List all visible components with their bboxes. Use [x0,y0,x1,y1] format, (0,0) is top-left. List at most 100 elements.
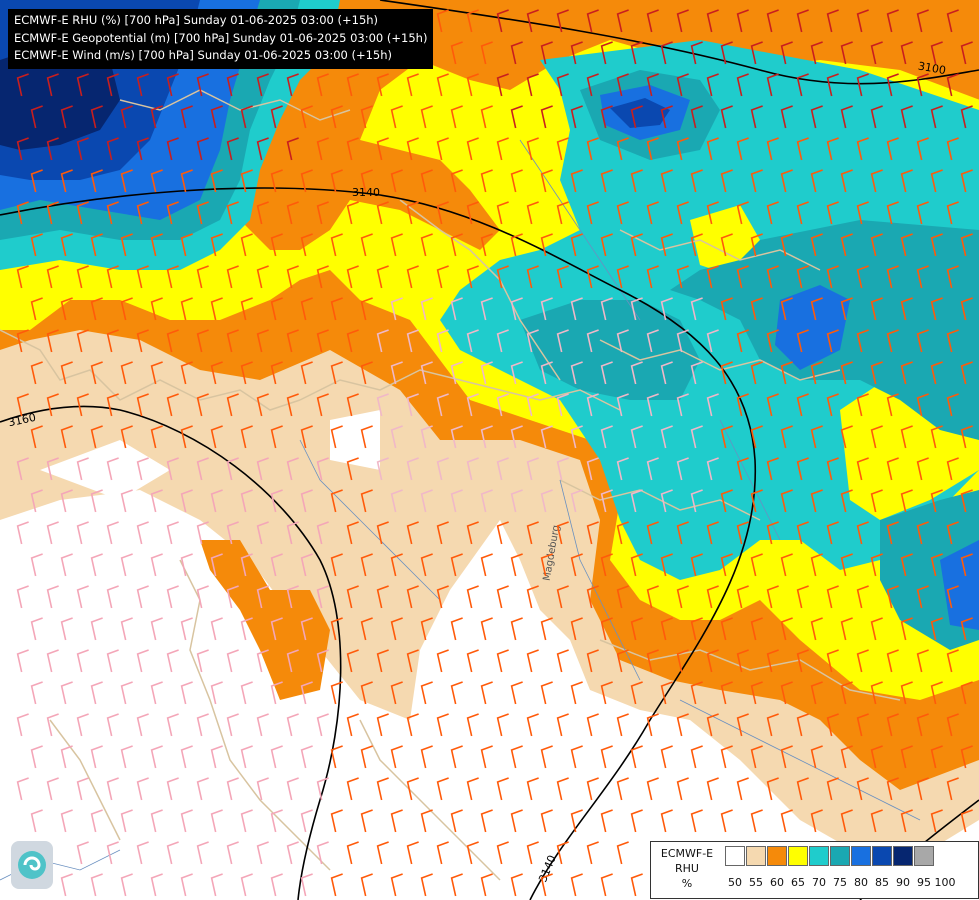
wind-barb [120,233,133,257]
legend-swatch [746,846,766,866]
wind-barb [706,585,719,609]
wind-barb [630,425,643,449]
wind-barb [810,233,823,257]
wind-barb [360,425,373,449]
wind-barb [196,265,209,289]
wind-barb [360,489,373,513]
wind-barb [106,201,119,225]
wind-barb [690,745,703,769]
wind-barb [840,41,853,65]
wind-barb [736,457,749,481]
wind-barb [300,105,313,129]
wind-barb [210,105,223,129]
wind-barb [510,361,523,385]
wind-barb [286,137,299,161]
wind-barb [870,553,883,577]
wind-barb [346,585,359,609]
wind-barb [810,553,823,577]
wind-barb [90,489,103,513]
wind-barb [436,457,449,481]
wind-barb [376,201,389,225]
wind-barb [466,201,479,225]
wind-barb [346,777,359,801]
wind-barb [870,809,883,833]
wind-barb [16,265,29,289]
wind-barb [960,617,973,641]
wind-barb [856,713,869,737]
legend-tick: 85 [875,876,889,889]
wind-barb [946,137,959,161]
wind-barb [750,745,763,769]
wind-barb [600,489,613,513]
wind-barb [750,809,763,833]
wind-barb [570,169,583,193]
wind-barb [796,73,809,97]
wind-barb [106,457,119,481]
wind-barb [630,553,643,577]
wind-barb [766,777,779,801]
wind-barb [420,169,433,193]
wind-barb [826,329,839,353]
wind-barb [736,73,749,97]
wind-barb [90,681,103,705]
wind-barb [900,297,913,321]
wind-barb [226,329,239,353]
wind-barb [390,681,403,705]
wind-barb [600,105,613,129]
wind-barb [450,617,463,641]
wind-barb [270,745,283,769]
wind-barb [960,41,973,65]
wind-barb [706,777,719,801]
wind-barb [540,489,553,513]
wind-barb [660,233,673,257]
wind-barb [480,233,493,257]
wind-barb [586,393,599,417]
wind-barb [390,425,403,449]
wind-barb [360,361,373,385]
wind-barb [466,585,479,609]
wind-barb [106,585,119,609]
wind-barb [210,553,223,577]
wind-barb [556,265,569,289]
wind-barb [450,553,463,577]
wind-barb [946,9,959,33]
wind-barb [900,745,913,769]
wind-barb [30,681,43,705]
wind-barb [406,393,419,417]
wind-barb [166,457,179,481]
wind-barb [586,585,599,609]
wind-barb [736,393,749,417]
wind-barb [766,393,779,417]
wind-barb [946,777,959,801]
wind-barb [376,329,389,353]
wind-barb [870,297,883,321]
wind-barb [960,553,973,577]
wind-barb [376,713,389,737]
wind-barb [916,649,929,673]
wind-barb [60,105,73,129]
wind-barb [916,137,929,161]
wind-barb [796,329,809,353]
legend-swatch [725,846,745,866]
wind-barb [256,329,269,353]
wind-barb [586,265,599,289]
wind-barb [810,617,823,641]
wind-barb [436,649,449,673]
wind-barb [540,297,553,321]
wind-barb [480,809,493,833]
wind-barb [136,777,149,801]
wind-barb [826,713,839,737]
wind-barb [60,297,73,321]
wind-barb [166,777,179,801]
wind-barb [390,169,403,193]
wind-barb [196,457,209,481]
rhu-hole-50 [330,410,380,470]
wind-barb [390,489,403,513]
wind-barb [60,361,73,385]
wind-barb [136,201,149,225]
wind-barb [376,393,389,417]
wind-barb [900,681,913,705]
rhu-band-80-se [940,540,979,630]
legend-swatches [725,846,935,866]
wind-barb [330,361,343,385]
